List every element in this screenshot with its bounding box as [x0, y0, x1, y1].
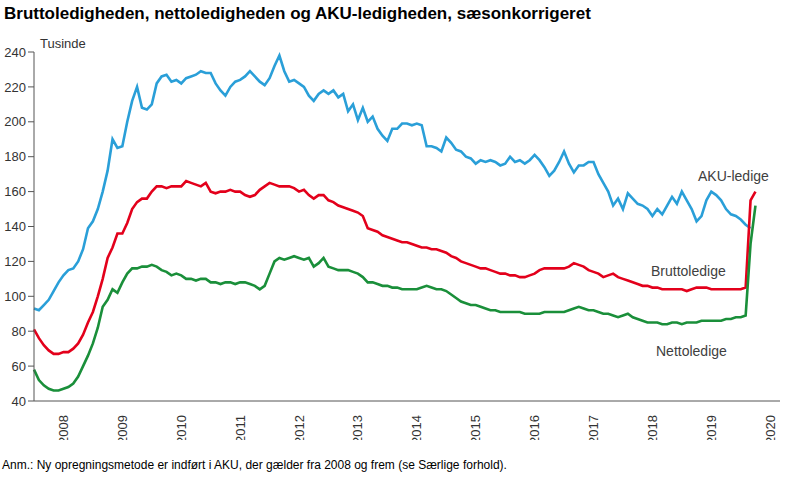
- svg-text:2017: 2017: [586, 415, 601, 440]
- svg-text:80: 80: [12, 324, 26, 339]
- svg-text:2014: 2014: [409, 415, 424, 440]
- html-text:Bruttoledige: Bruttoledige: [651, 263, 726, 279]
- html-text:AKU-ledige: AKU-ledige: [698, 168, 769, 184]
- html-text:Nettoledige: Nettoledige: [656, 343, 727, 359]
- svg-text:240: 240: [8, 45, 26, 60]
- svg-text:2010: 2010: [174, 415, 189, 440]
- svg-text:2015: 2015: [468, 415, 483, 440]
- svg-text:2016: 2016: [527, 415, 542, 440]
- svg-text:180: 180: [8, 149, 26, 164]
- svg-text:2011: 2011: [233, 415, 248, 440]
- svg-text:120: 120: [8, 254, 26, 269]
- svg-text:140: 140: [8, 219, 26, 234]
- svg-text:40: 40: [12, 394, 26, 409]
- svg-text:2012: 2012: [292, 415, 307, 440]
- svg-text:2020: 2020: [763, 415, 778, 440]
- svg-text:220: 220: [8, 80, 26, 95]
- html-text:Bruttoledigheden, nettoledighe: Bruttoledigheden, nettoledigheden og AKU…: [4, 4, 591, 23]
- html-text:Tusinde: Tusinde: [40, 36, 86, 51]
- svg-text:60: 60: [12, 359, 26, 374]
- svg-text:2009: 2009: [115, 415, 130, 440]
- svg-text:2008: 2008: [56, 415, 71, 440]
- svg-text:2019: 2019: [704, 415, 719, 440]
- svg-text:160: 160: [8, 184, 26, 199]
- svg-text:100: 100: [8, 289, 26, 304]
- svg-text:2018: 2018: [645, 415, 660, 440]
- svg-text:200: 200: [8, 114, 26, 129]
- svg-text:2013: 2013: [350, 415, 365, 440]
- html-text:Anm.: Ny opregningsmetode er i: Anm.: Ny opregningsmetode er indført i A…: [2, 458, 507, 472]
